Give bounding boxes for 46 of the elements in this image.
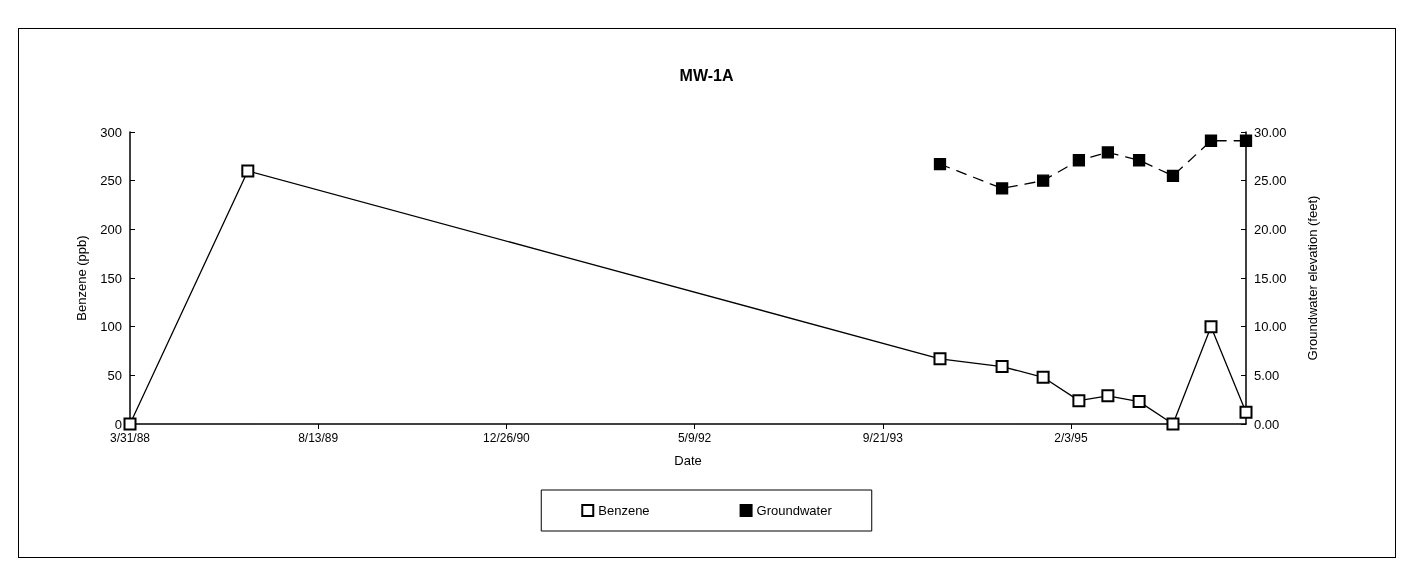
y-tick-label: 200 xyxy=(100,221,122,237)
y2-tick-label: 30.00 xyxy=(1254,124,1287,140)
point xyxy=(1132,395,1146,409)
y2-tick-label: 25.00 xyxy=(1254,173,1287,189)
x-tick-label: 8/13/89 xyxy=(298,431,339,445)
y-tick-label: 300 xyxy=(100,124,122,140)
point xyxy=(1036,174,1050,187)
point xyxy=(1166,169,1180,182)
x-tick-label: 12/26/90 xyxy=(483,431,531,445)
point xyxy=(241,164,255,178)
y2-tick-label: 15.00 xyxy=(1254,270,1287,286)
y2-tick-label: 5.00 xyxy=(1254,367,1280,383)
point xyxy=(933,157,947,171)
legend-label: Groundwater xyxy=(756,503,833,518)
point xyxy=(1166,417,1180,431)
y-tick-label: 150 xyxy=(100,270,122,286)
point xyxy=(933,352,947,366)
y-tick-label: 100 xyxy=(100,319,122,335)
y2-tick-label: 0.00 xyxy=(1254,416,1280,432)
point xyxy=(1132,154,1146,167)
point xyxy=(1101,146,1115,159)
y2-tick-label: 20.00 xyxy=(1254,221,1287,237)
point xyxy=(1072,154,1086,167)
point xyxy=(1204,134,1218,147)
point xyxy=(1072,394,1086,408)
point xyxy=(1239,405,1253,419)
x-tick-label: 9/21/93 xyxy=(862,431,904,445)
point xyxy=(1239,134,1253,147)
point xyxy=(123,417,137,431)
y-tick-label: 0 xyxy=(114,416,122,432)
chart-title: MW-1A xyxy=(679,66,734,84)
y2-tick-label: 10.00 xyxy=(1254,319,1287,335)
point xyxy=(1101,389,1115,403)
x-tick-label: 5/9/92 xyxy=(677,431,712,445)
legend-label: Benzene xyxy=(598,503,650,518)
y-tick-label: 250 xyxy=(100,173,122,189)
point xyxy=(1036,370,1050,384)
x-tick-label: 2/3/95 xyxy=(1054,431,1088,445)
point xyxy=(995,182,1009,195)
point xyxy=(995,360,1009,374)
y-axis-title: Benzene (ppb) xyxy=(74,235,89,321)
y-tick-label: 50 xyxy=(107,367,122,383)
point xyxy=(1204,320,1218,334)
x-tick-label: 3/31/88 xyxy=(109,431,151,445)
y2-axis-title: Groundwater elevation (feet) xyxy=(1305,195,1320,361)
x-axis-title: Date xyxy=(674,453,702,468)
